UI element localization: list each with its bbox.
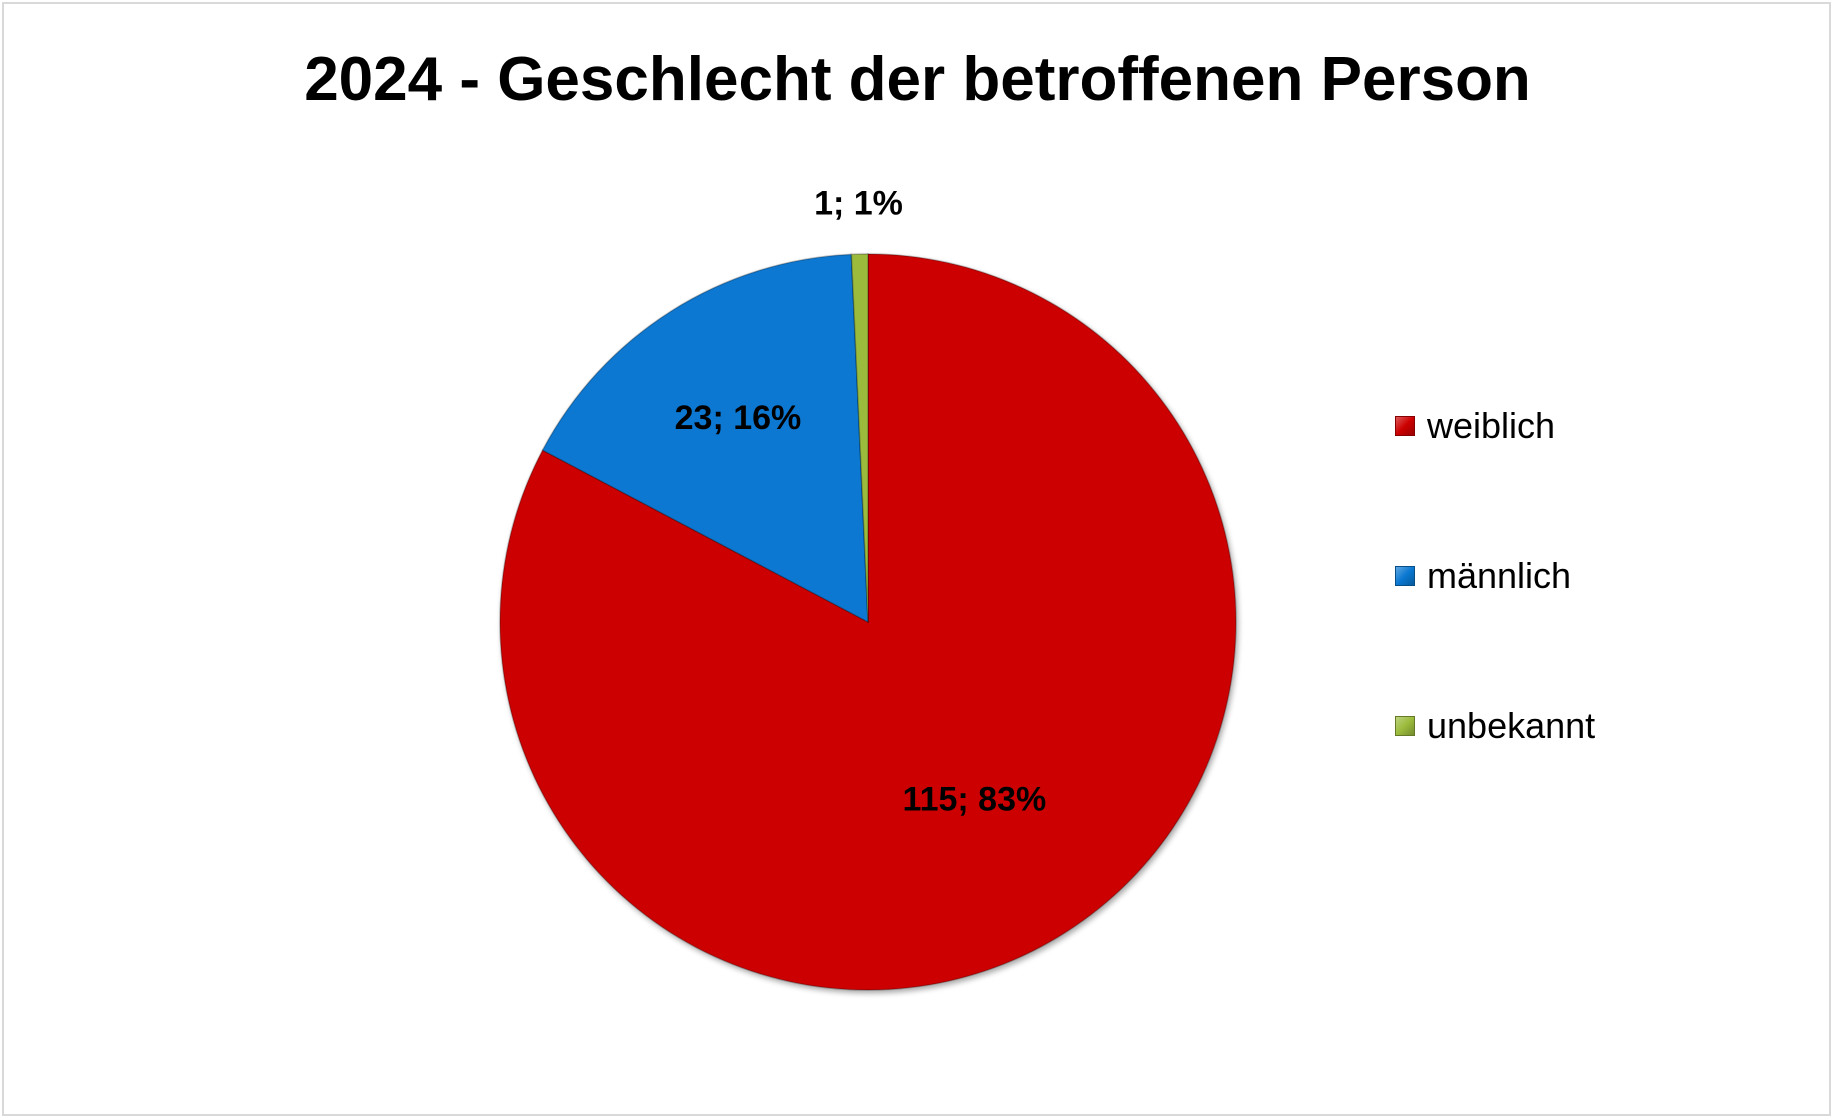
data-label-2: 1; 1% bbox=[814, 185, 903, 223]
chart-title: 2024 - Geschlecht der betroffenen Person bbox=[304, 45, 1531, 114]
legend-item-weiblich: weiblich bbox=[1395, 405, 1555, 447]
legend-swatch-maennlich bbox=[1395, 566, 1415, 586]
data-label-1: 23; 16% bbox=[675, 399, 802, 437]
legend-label-unbekannt: unbekannt bbox=[1427, 705, 1596, 746]
legend-swatch-weiblich bbox=[1395, 416, 1415, 436]
data-label-0: 115; 83% bbox=[903, 780, 1047, 818]
pie-slice-2 bbox=[850, 253, 869, 623]
legend-label-maennlich: männlich bbox=[1427, 555, 1572, 596]
legend-swatch-unbekannt bbox=[1395, 716, 1415, 736]
legend-label-weiblich: weiblich bbox=[1427, 405, 1556, 446]
legend-item-maennlich: männlich bbox=[1395, 555, 1571, 597]
pie-slice-1 bbox=[541, 253, 869, 624]
legend-item-unbekannt: unbekannt bbox=[1395, 705, 1595, 747]
pie-slice-0 bbox=[499, 253, 1237, 991]
